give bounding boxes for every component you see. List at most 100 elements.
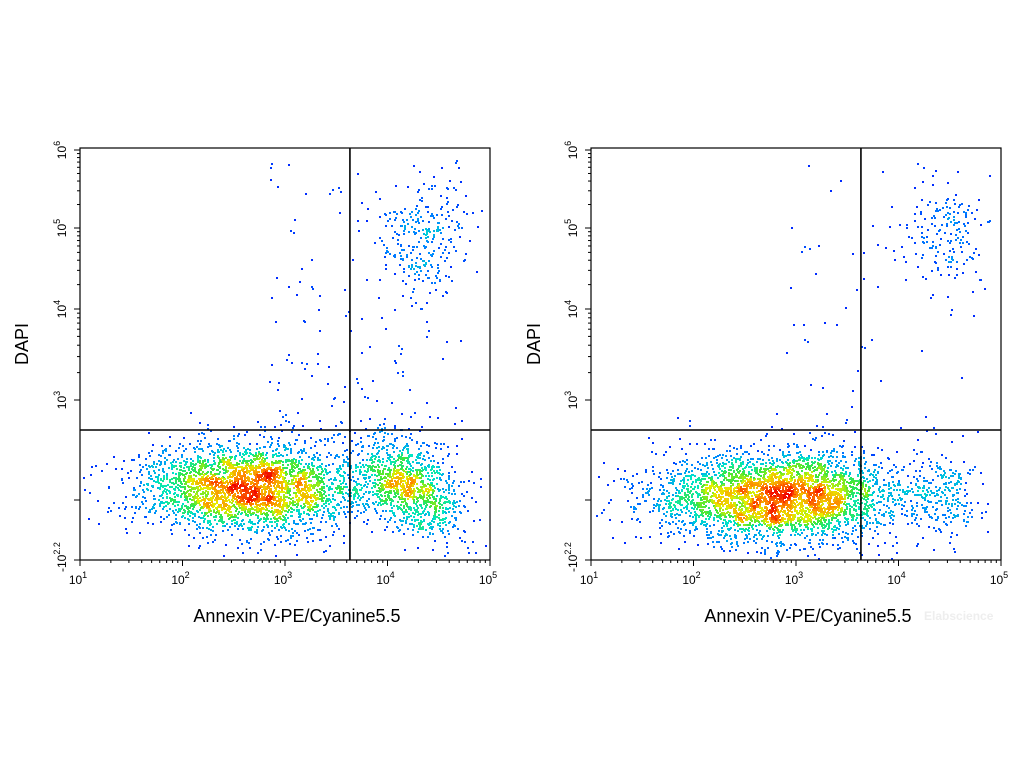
event-dot [179, 485, 181, 487]
event-dot [274, 478, 276, 480]
event-dot [222, 522, 224, 524]
event-dot [225, 503, 227, 505]
event-dot [386, 460, 388, 462]
event-dot [201, 506, 203, 508]
event-dot [254, 473, 256, 475]
event-dot [302, 425, 304, 427]
event-dot [417, 511, 419, 513]
event-dot [403, 457, 405, 459]
event-dot [110, 510, 112, 512]
event-dot [343, 542, 345, 544]
event-dot [144, 497, 146, 499]
event-dot [367, 397, 369, 399]
event-dot [245, 449, 247, 451]
event-dot [211, 492, 213, 494]
event-dot [429, 484, 431, 486]
event-dot [430, 505, 432, 507]
event-dot [195, 493, 197, 495]
event-dot [257, 511, 259, 513]
event-dot [321, 500, 323, 502]
event-dot [225, 500, 227, 502]
event-dot [389, 473, 391, 475]
event-dot [416, 205, 418, 207]
event-dot [321, 468, 323, 470]
event-dot [291, 528, 293, 530]
event-dot [219, 478, 221, 480]
event-dot [425, 506, 427, 508]
event-dot [223, 555, 225, 557]
event-dot [397, 489, 399, 491]
event-dot [218, 504, 220, 506]
event-dot [263, 461, 265, 463]
event-dot [230, 466, 232, 468]
event-dot [342, 488, 344, 490]
event-dot [211, 468, 213, 470]
event-dot [153, 461, 155, 463]
event-dot [386, 445, 388, 447]
event-dot [209, 453, 211, 455]
event-dot [424, 508, 426, 510]
event-dot [331, 437, 333, 439]
event-dot [212, 488, 214, 490]
event-dot [434, 540, 436, 542]
event-dot [385, 510, 387, 512]
event-dot [177, 511, 179, 513]
event-dot [239, 486, 241, 488]
event-dot [277, 389, 279, 391]
event-dot [89, 492, 91, 494]
event-dot [136, 495, 138, 497]
event-dot [394, 492, 396, 494]
event-dot [277, 440, 279, 442]
event-dot [272, 456, 274, 458]
event-dot [433, 236, 435, 238]
event-dot [416, 509, 418, 511]
event-dot [317, 481, 319, 483]
event-dot [331, 482, 333, 484]
event-dot [428, 495, 430, 497]
event-dot [204, 483, 206, 485]
event-dot [401, 435, 403, 437]
event-dot [365, 481, 367, 483]
event-dot [264, 513, 266, 515]
event-dot [402, 465, 404, 467]
event-dot [360, 437, 362, 439]
event-dot [448, 226, 450, 228]
event-dot [277, 443, 279, 445]
event-dot [377, 490, 379, 492]
event-dot [132, 517, 134, 519]
event-dot [175, 482, 177, 484]
event-dot [219, 498, 221, 500]
event-dot [372, 436, 374, 438]
event-dot [379, 198, 381, 200]
event-dot [238, 525, 240, 527]
plot-area [590, 147, 1002, 561]
event-dot [391, 433, 393, 435]
event-dot [216, 502, 218, 504]
event-dot [131, 521, 133, 523]
event-dot [208, 511, 210, 513]
event-dot [397, 372, 399, 374]
event-dot [171, 498, 173, 500]
event-dot [431, 213, 433, 215]
event-dot [310, 489, 312, 491]
event-dot [328, 464, 330, 466]
event-dot [453, 505, 455, 507]
event-dot [258, 486, 260, 488]
event-dot [444, 555, 446, 557]
event-dot [247, 448, 249, 450]
event-dot [389, 490, 391, 492]
event-dot [414, 520, 416, 522]
event-dot [320, 428, 322, 430]
event-dot [199, 462, 201, 464]
event-dot [357, 510, 359, 512]
event-dot [429, 501, 431, 503]
event-dot [413, 231, 415, 233]
event-dot [248, 501, 250, 503]
event-dot [263, 446, 265, 448]
event-dot [224, 482, 226, 484]
event-dot [448, 511, 450, 513]
event-dot [404, 446, 406, 448]
event-dot [211, 499, 213, 501]
event-dot [176, 501, 178, 503]
event-dot [866, 512, 868, 514]
